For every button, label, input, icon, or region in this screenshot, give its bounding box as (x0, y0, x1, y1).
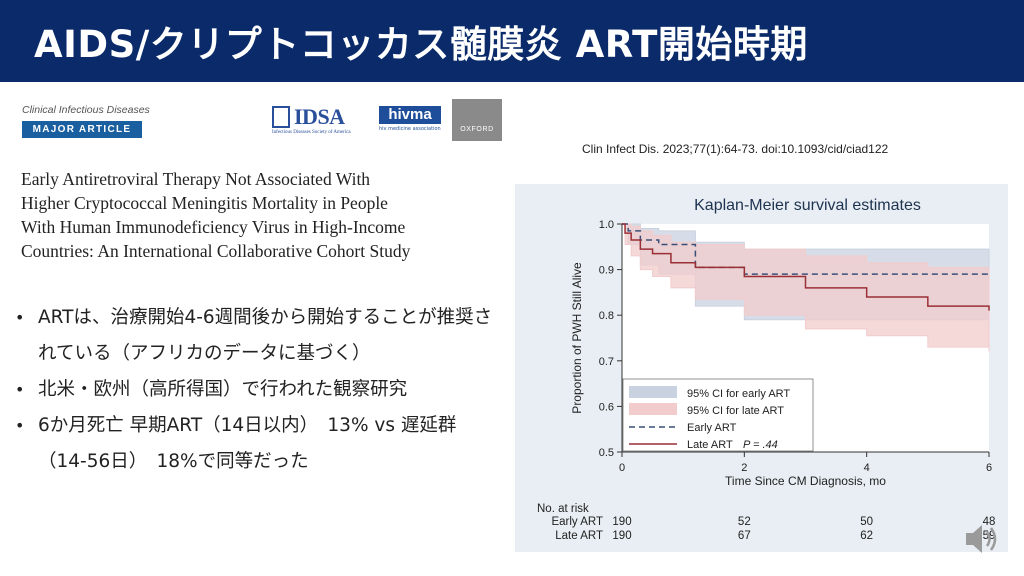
legend-label: Early ART (687, 422, 737, 434)
citation: Clin Infect Dis. 2023;77(1):64-73. doi:1… (582, 142, 889, 156)
risk-table-title: No. at risk (537, 503, 589, 515)
bullet-text: ARTは、治療開始4-6週間後から開始することが推奨されている（アフリカのデータ… (38, 307, 493, 364)
risk-row-label: Late ART (555, 530, 603, 542)
hivma-logo: hivma hiv medicine association (379, 106, 441, 132)
oxford-logo: OXFORD (452, 99, 502, 141)
speaker-icon[interactable] (962, 521, 1002, 557)
y-tick-label: 1.0 (599, 219, 614, 231)
legend-label: 95% CI for late ART (687, 405, 784, 417)
y-tick-label: 0.7 (599, 356, 614, 368)
idsa-logo-subtext: Infectious Diseases Society of America (272, 130, 351, 135)
y-tick-label: 0.6 (599, 401, 614, 413)
risk-count: 190 (612, 530, 631, 542)
bullet-list: • ARTは、治療開始4-6週間後から開始することが推奨されている（アフリカのデー… (12, 300, 502, 480)
x-axis-label: Time Since CM Diagnosis, mo (725, 474, 886, 488)
y-tick-label: 0.9 (599, 265, 614, 277)
x-tick-label: 4 (864, 462, 870, 474)
km-chart: Kaplan-Meier survival estimates 0.5 0.6 0.7… (537, 197, 996, 542)
bullet-text: 北米・欧州（高所得国）で行われた観察研究 (38, 379, 408, 400)
y-axis-label: Proportion of PWH Still Alive (570, 262, 584, 414)
chart-title: Kaplan-Meier survival estimates (694, 197, 921, 214)
km-chart-panel: Kaplan-Meier survival estimates 0.5 0.6 0.7… (515, 184, 1008, 552)
legend-label: Late ART (687, 439, 733, 451)
risk-row-label: Early ART (551, 516, 603, 528)
bullet-dot-icon: • (15, 416, 25, 435)
p-value-annotation: P = .44 (743, 439, 778, 451)
slide-title: AIDS/クリプトコッカス髄膜炎 ART開始時期 (34, 23, 808, 66)
x-tick-label: 2 (741, 462, 747, 474)
paper-title: Early Antiretroviral Therapy Not Associa… (21, 169, 411, 261)
bullet-item: • 北米・欧州（高所得国）で行われた観察研究 (12, 372, 502, 408)
risk-count: 48 (983, 516, 996, 528)
risk-count: 67 (738, 530, 751, 542)
x-tick-label: 6 (986, 462, 992, 474)
legend-swatch (629, 386, 677, 398)
legend-swatch (629, 403, 677, 415)
bullet-text: 6か月死亡 早期ART（14日以内） 13% vs 遅延群（14-56日） 18… (38, 415, 457, 472)
y-tick-label: 0.5 (599, 447, 614, 459)
x-tick-label: 0 (619, 462, 625, 474)
km-curve-late (622, 223, 990, 311)
risk-count: 62 (860, 530, 873, 542)
legend-label: 95% CI for early ART (687, 388, 790, 400)
bullet-dot-icon: • (15, 380, 25, 399)
idsa-logo: IDSA Infectious Diseases Society of Amer… (272, 104, 372, 136)
bullet-item: • ARTは、治療開始4-6週間後から開始することが推奨されている（アフリカのデー… (12, 300, 502, 372)
risk-count: 190 (612, 516, 631, 528)
y-tick-label: 0.8 (599, 310, 614, 322)
journal-name: Clinical Infectious Diseases (22, 104, 150, 116)
idsa-logo-text: IDSA (294, 104, 345, 129)
bullet-dot-icon: • (15, 308, 25, 327)
bullet-item: • 6か月死亡 早期ART（14日以内） 13% vs 遅延群（14-56日） 1… (12, 408, 502, 480)
article-type-badge: MAJOR ARTICLE (22, 121, 142, 138)
idsa-mark-icon (272, 106, 290, 128)
title-banner: AIDS/クリプトコッカス髄膜炎 ART開始時期 (0, 0, 1024, 82)
hivma-logo-text: hivma (379, 106, 441, 124)
risk-count: 52 (738, 516, 751, 528)
hivma-logo-subtext: hiv medicine association (379, 126, 441, 132)
risk-count: 50 (860, 516, 873, 528)
